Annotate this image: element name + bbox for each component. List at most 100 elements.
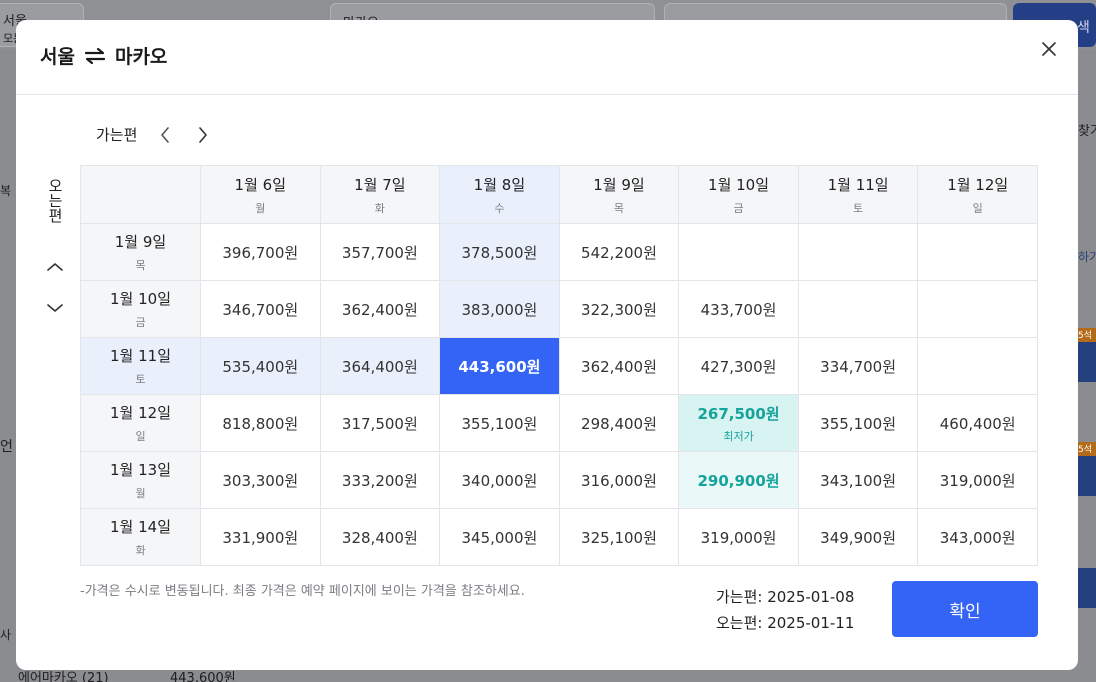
background-badge-2: 5석 xyxy=(1078,442,1096,456)
fare-cell[interactable]: 396,700원 xyxy=(200,223,321,281)
fare-cell-empty xyxy=(917,280,1038,338)
fare-cell-cheapest[interactable]: 267,500원 최저가 xyxy=(678,394,799,452)
background-side-more: 하기 xyxy=(1078,250,1096,264)
background-side-btn-1 xyxy=(1078,342,1096,382)
return-next-button[interactable] xyxy=(44,297,66,319)
column-weekday: 화 xyxy=(374,201,385,215)
fare-cell-selected[interactable]: 443,600원 xyxy=(439,337,560,395)
fare-cell[interactable]: 378,500원 xyxy=(439,223,560,281)
background-left-item-2: 언 xyxy=(0,439,13,455)
fare-cell[interactable]: 542,200원 xyxy=(558,223,680,281)
fare-cell[interactable]: 334,700원 xyxy=(797,337,919,395)
row-header: 1월 13일 월 xyxy=(80,451,201,509)
fare-cell[interactable]: 340,000원 xyxy=(439,451,560,509)
fare-cell[interactable]: 298,400원 xyxy=(558,394,680,452)
cheapest-price: 267,500원 xyxy=(697,404,780,423)
column-header: 1월 7일 화 xyxy=(319,165,441,224)
fare-cell[interactable]: 349,900원 xyxy=(797,508,919,566)
outbound-prev-button[interactable] xyxy=(155,125,175,145)
grid-corner-cell xyxy=(80,165,201,224)
background-side-btn-2 xyxy=(1078,456,1096,496)
fare-cell[interactable]: 319,000원 xyxy=(678,508,799,566)
column-header: 1월 6일 월 xyxy=(200,165,321,224)
outbound-summary: 가는편: 2025-01-08 xyxy=(716,588,855,606)
fare-cell[interactable]: 346,700원 xyxy=(200,280,321,338)
fare-cell[interactable]: 322,300원 xyxy=(558,280,680,338)
fare-cell[interactable]: 303,300원 xyxy=(200,451,321,509)
row-weekday: 일 xyxy=(135,430,146,443)
row-weekday: 월 xyxy=(135,487,146,500)
fare-cell[interactable]: 362,400원 xyxy=(558,337,680,395)
fare-cell[interactable]: 355,100원 xyxy=(797,394,919,452)
fare-cell[interactable]: 328,400원 xyxy=(319,508,441,566)
fare-cell[interactable]: 345,000원 xyxy=(439,508,560,566)
chevron-down-icon xyxy=(47,304,63,312)
column-weekday: 일 xyxy=(972,201,983,215)
row-date: 1월 10일 xyxy=(110,290,171,308)
fare-cell-empty xyxy=(917,337,1038,395)
fare-cell[interactable]: 343,000원 xyxy=(917,508,1038,566)
fare-cell[interactable]: 357,700원 xyxy=(319,223,441,281)
background-badge-1: 5석 xyxy=(1078,328,1096,342)
column-date: 1월 10일 xyxy=(708,175,770,194)
outbound-next-button[interactable] xyxy=(193,125,213,145)
outbound-label: 가는편 xyxy=(96,126,138,144)
fare-cell[interactable]: 319,000원 xyxy=(917,451,1038,509)
fare-cell[interactable]: 460,400원 xyxy=(917,394,1038,452)
row-date: 1월 14일 xyxy=(110,518,171,536)
confirm-button[interactable]: 확인 xyxy=(892,581,1038,637)
fare-cell-empty xyxy=(917,223,1038,281)
column-date: 1월 9일 xyxy=(593,175,645,194)
fare-cell[interactable]: 355,100원 xyxy=(439,394,560,452)
column-weekday: 금 xyxy=(733,201,744,215)
fare-cell[interactable]: 433,700원 xyxy=(678,280,799,338)
grid-row: 1월 13일 월 303,300원 333,200원 340,000원 316,0… xyxy=(80,451,1038,509)
fare-cell[interactable]: 316,000원 xyxy=(558,451,680,509)
row-date: 1월 11일 xyxy=(110,347,171,365)
fare-cell[interactable]: 331,900원 xyxy=(200,508,321,566)
fare-cell[interactable]: 427,300원 xyxy=(678,337,799,395)
chevron-up-icon xyxy=(47,263,63,271)
fare-cell[interactable]: 383,000원 xyxy=(439,280,560,338)
row-header: 1월 9일 목 xyxy=(80,223,201,281)
row-weekday: 화 xyxy=(135,544,146,557)
fare-cell-low[interactable]: 290,900원 xyxy=(678,451,799,509)
fare-calendar-grid: 1월 6일 월 1월 7일 화 1월 8일 수 1월 9일 목 1월 10일 금 1월 1… xyxy=(80,165,1038,566)
background-badge-1-text: 5석 xyxy=(1078,331,1093,341)
origin-city: 서울 xyxy=(40,46,75,68)
fare-cell[interactable]: 535,400원 xyxy=(200,337,321,395)
column-weekday: 목 xyxy=(613,201,625,215)
background-left-item-3: 사 xyxy=(0,628,12,642)
chevron-right-icon xyxy=(199,126,208,143)
route-title: 서울 마카오 xyxy=(40,42,167,69)
row-date: 1월 9일 xyxy=(114,233,167,251)
grid-header-row: 1월 6일 월 1월 7일 화 1월 8일 수 1월 9일 목 1월 10일 금 1월 1… xyxy=(80,165,1038,224)
close-button[interactable] xyxy=(1038,38,1060,60)
row-weekday: 금 xyxy=(135,316,146,329)
price-disclaimer: -가격은 수시로 변동됩니다. 최종 가격은 예약 페이지에 보이는 가격을 참… xyxy=(80,584,525,599)
fare-cell[interactable]: 364,400원 xyxy=(319,337,441,395)
swap-arrows-icon xyxy=(84,47,106,64)
fare-cell[interactable]: 343,100원 xyxy=(797,451,919,509)
row-date: 1월 12일 xyxy=(110,404,171,422)
fare-cell[interactable]: 317,500원 xyxy=(319,394,441,452)
return-week-nav: 오는편 xyxy=(44,178,66,312)
return-label: 오는편 xyxy=(46,178,64,223)
fare-cell-empty xyxy=(797,280,919,338)
outbound-week-nav: 가는편 xyxy=(96,124,213,145)
destination-city: 마카오 xyxy=(114,46,168,68)
grid-row-selected: 1월 11일 토 535,400원 364,400원 443,600원 362,4… xyxy=(80,337,1038,395)
column-date: 1월 11일 xyxy=(827,175,889,194)
return-prev-button[interactable] xyxy=(44,256,66,278)
fare-cell[interactable]: 333,200원 xyxy=(319,451,441,509)
fare-cell[interactable]: 818,800원 xyxy=(200,394,321,452)
fare-cell[interactable]: 325,100원 xyxy=(558,508,680,566)
fare-cell[interactable]: 362,400원 xyxy=(319,280,441,338)
